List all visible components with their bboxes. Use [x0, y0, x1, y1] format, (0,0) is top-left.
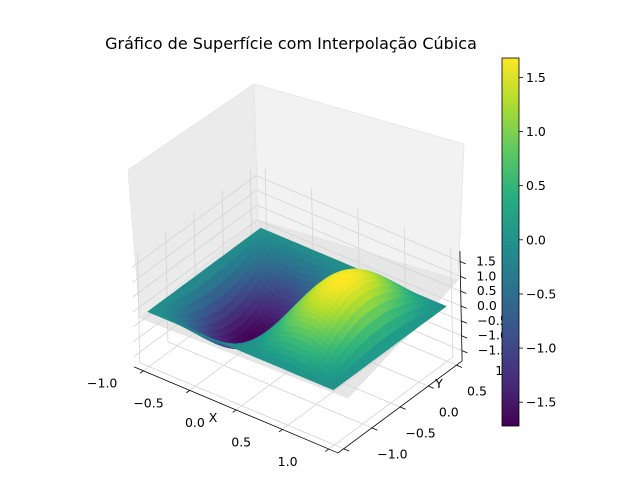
- tick-mark: [460, 275, 467, 280]
- tick-mark: [459, 261, 466, 265]
- tick-mark: [186, 390, 190, 394]
- chart-title: Gráfico de Superfície com Interpolação C…: [105, 34, 477, 53]
- surface-plot: [147, 227, 447, 391]
- colorbar: −1.5 −1.0 −0.5 0.0 0.5 1.0 1.5: [501, 57, 556, 427]
- tick-mark: [278, 429, 283, 433]
- colorbar-ticks: −1.5 −1.0 −0.5 0.0 0.5 1.0 1.5: [519, 70, 556, 410]
- z-tick-label: −1.5: [478, 343, 508, 358]
- colorbar-tick-label: 0.5: [526, 178, 546, 193]
- grid-line: [132, 219, 258, 313]
- grid-line: [132, 204, 258, 298]
- colorbar-tick-label: −1.5: [526, 395, 556, 410]
- x-tick-label: −1.0: [87, 376, 117, 391]
- plot-3d-axes: −1.0−0.50.00.51.0−1.0−0.50.00.51.0−1.5−1…: [87, 83, 515, 469]
- tick-mark: [456, 364, 463, 368]
- colorbar-tick-label: 1.5: [526, 70, 546, 85]
- grid-line: [139, 362, 344, 450]
- tick-mark: [461, 350, 468, 354]
- grid-lines: [131, 168, 463, 450]
- grid-line: [256, 175, 461, 262]
- x-axis-label: X: [209, 410, 218, 425]
- tick-mark: [343, 448, 350, 452]
- z-tick-label: 1.5: [476, 254, 496, 269]
- tick-mark: [232, 409, 237, 413]
- tick-mark: [460, 290, 467, 294]
- tick-mark: [371, 427, 378, 431]
- z-tick-label: 1.0: [476, 268, 496, 283]
- grid-line: [132, 189, 257, 283]
- colorbar-tick-label: 0.0: [526, 232, 546, 247]
- surface-patch: [328, 384, 337, 391]
- y-tick-label: 0.5: [467, 384, 487, 399]
- y-tick-label: −0.5: [405, 425, 435, 440]
- z-tick-label: −0.5: [477, 313, 507, 328]
- y-axis-label: Y: [434, 376, 443, 391]
- z-tick-label: 0.0: [477, 298, 497, 313]
- grid-line: [131, 175, 257, 268]
- grid-line: [167, 341, 373, 429]
- axis-ticks: −1.0−0.50.00.51.0−1.0−0.50.00.51.0−1.5−1…: [87, 254, 515, 469]
- tick-mark: [461, 320, 468, 324]
- x-tick-label: 0.0: [185, 415, 205, 430]
- y-tick-label: −1.0: [377, 446, 407, 461]
- x-tick-label: −0.5: [133, 395, 163, 410]
- z-tick-label: −1.0: [478, 328, 508, 343]
- tick-mark: [428, 385, 434, 389]
- grid-line: [256, 189, 461, 277]
- colorbar-gradient: [501, 57, 520, 427]
- x-tick-label: 1.0: [278, 454, 298, 469]
- colorbar-tick-label: 1.0: [526, 124, 546, 139]
- tick-mark: [139, 370, 144, 374]
- colorbar-tick-label: −0.5: [526, 287, 556, 302]
- grid-line: [256, 204, 461, 292]
- grid-line: [256, 219, 462, 307]
- x-tick-label: 0.5: [231, 434, 251, 449]
- tick-mark: [325, 448, 330, 452]
- tick-mark: [461, 335, 468, 339]
- tick-mark: [399, 406, 406, 410]
- colorbar-tick-label: −1.0: [526, 341, 556, 356]
- z-tick-label: 0.5: [477, 283, 497, 298]
- y-tick-label: 0.0: [439, 405, 459, 420]
- tick-mark: [460, 305, 467, 309]
